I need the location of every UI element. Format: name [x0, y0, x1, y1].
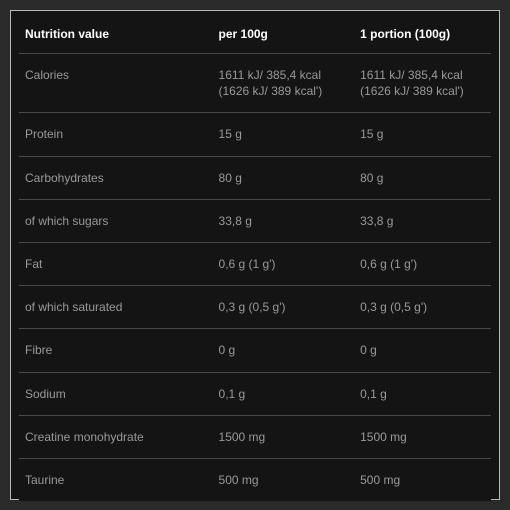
nutrition-table-frame: Nutrition value per 100g 1 portion (100g… — [10, 10, 500, 500]
table-row: Creatine monohydrate 1500 mg 1500 mg — [19, 415, 491, 458]
cell-per100g: 0 g — [213, 329, 355, 372]
cell-label: of which sugars — [19, 199, 213, 242]
cell-per100g: 80 g — [213, 156, 355, 199]
cell-label: Taurine — [19, 458, 213, 501]
table-row: Fibre 0 g 0 g — [19, 329, 491, 372]
cell-per100g: 15 g — [213, 113, 355, 156]
cell-label: Sodium — [19, 372, 213, 415]
cell-portion: 0 g — [354, 329, 491, 372]
cell-label: of which saturated — [19, 286, 213, 329]
cell-portion: 15 g — [354, 113, 491, 156]
cell-label: Fibre — [19, 329, 213, 372]
cell-portion: 1611 kJ/ 385,4 kcal (1626 kJ/ 389 kcal') — [354, 54, 491, 113]
table-row: Carbohydrates 80 g 80 g — [19, 156, 491, 199]
table-row: of which sugars 33,8 g 33,8 g — [19, 199, 491, 242]
col-header-per100g: per 100g — [213, 17, 355, 54]
col-header-nutrition: Nutrition value — [19, 17, 213, 54]
col-header-portion: 1 portion (100g) — [354, 17, 491, 54]
cell-label: Protein — [19, 113, 213, 156]
table-row: of which saturated 0,3 g (0,5 g') 0,3 g … — [19, 286, 491, 329]
cell-per100g: 1500 mg — [213, 415, 355, 458]
cell-portion: 0,3 g (0,5 g') — [354, 286, 491, 329]
nutrition-table: Nutrition value per 100g 1 portion (100g… — [19, 17, 491, 501]
cell-label: Fat — [19, 242, 213, 285]
table-row: Fat 0,6 g (1 g') 0,6 g (1 g') — [19, 242, 491, 285]
cell-per100g: 0,1 g — [213, 372, 355, 415]
table-body: Calories 1611 kJ/ 385,4 kcal (1626 kJ/ 3… — [19, 54, 491, 502]
cell-portion: 33,8 g — [354, 199, 491, 242]
cell-label: Carbohydrates — [19, 156, 213, 199]
table-row: Sodium 0,1 g 0,1 g — [19, 372, 491, 415]
cell-per100g: 500 mg — [213, 458, 355, 501]
cell-per100g: 1611 kJ/ 385,4 kcal (1626 kJ/ 389 kcal') — [213, 54, 355, 113]
table-row: Calories 1611 kJ/ 385,4 kcal (1626 kJ/ 3… — [19, 54, 491, 113]
cell-portion: 0,1 g — [354, 372, 491, 415]
cell-portion: 1500 mg — [354, 415, 491, 458]
table-row: Protein 15 g 15 g — [19, 113, 491, 156]
cell-per100g: 0,6 g (1 g') — [213, 242, 355, 285]
cell-per100g: 0,3 g (0,5 g') — [213, 286, 355, 329]
cell-label: Calories — [19, 54, 213, 113]
table-row: Taurine 500 mg 500 mg — [19, 458, 491, 501]
table-header-row: Nutrition value per 100g 1 portion (100g… — [19, 17, 491, 54]
cell-per100g: 33,8 g — [213, 199, 355, 242]
cell-portion: 0,6 g (1 g') — [354, 242, 491, 285]
cell-label: Creatine monohydrate — [19, 415, 213, 458]
cell-portion: 80 g — [354, 156, 491, 199]
cell-portion: 500 mg — [354, 458, 491, 501]
